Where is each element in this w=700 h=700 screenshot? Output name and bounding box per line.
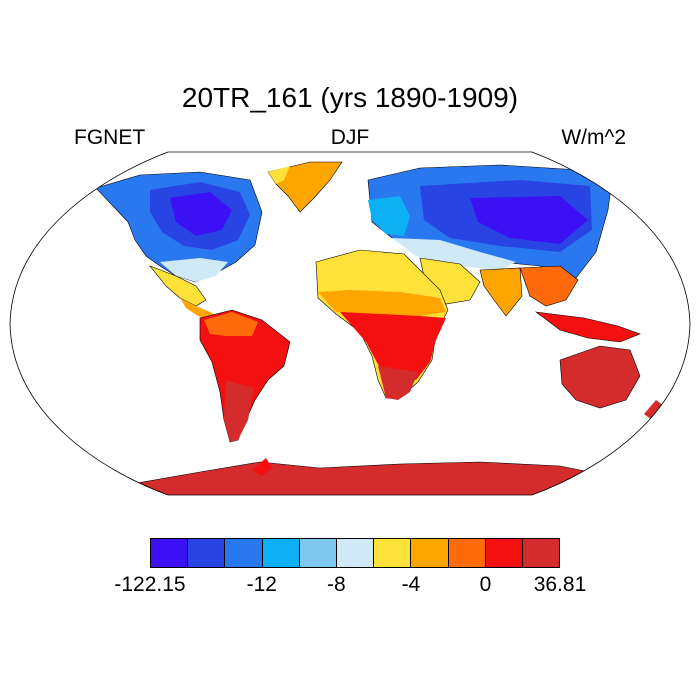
units-label: W/m^2 [561, 126, 626, 149]
antarctic-peninsula [252, 458, 272, 476]
globe-outline [9, 151, 691, 496]
colorbar-label: -122.15 [114, 573, 186, 596]
us-southeast [160, 258, 228, 282]
europe-west [368, 196, 410, 236]
central-africa [340, 312, 446, 380]
greenland-edge [268, 166, 290, 184]
colorbar-label: 36.81 [533, 573, 587, 596]
north-america-coldest [170, 192, 232, 236]
colorbar-label: -12 [246, 573, 277, 596]
colorbar-swatch-7 [411, 539, 449, 567]
south-america-north [204, 312, 258, 336]
plot-title: 20TR_161 (yrs 1890-1909) [181, 82, 519, 113]
antarctica [119, 461, 641, 495]
colorbar-swatch-9 [485, 539, 523, 567]
greenland [267, 161, 343, 213]
mediterranean-band [392, 238, 516, 270]
colorbar-swatch-5 [336, 539, 375, 567]
variable-label: FGNET [74, 126, 146, 149]
colorbar-label: -4 [401, 573, 421, 596]
indonesia [534, 311, 641, 343]
colorbar-swatch-10 [522, 539, 560, 567]
sahel [318, 290, 446, 316]
colorbar-swatch-3 [262, 539, 300, 567]
colorbar-swatch-0 [151, 539, 189, 567]
colorbar-label: -8 [327, 573, 346, 596]
new-zealand [644, 400, 664, 420]
colorbar-swatch-6 [374, 539, 412, 567]
mexico [149, 265, 207, 307]
colorbar [150, 538, 560, 568]
southern-africa [378, 366, 418, 400]
colorbar-swatch-4 [299, 539, 337, 567]
colorbar-swatch-2 [225, 539, 263, 567]
season-label: DJF [330, 126, 370, 149]
colorbar-label: 0 [479, 573, 492, 596]
colorbar-swatch-8 [448, 539, 486, 567]
colorbar-swatch-1 [188, 539, 226, 567]
india [479, 267, 523, 317]
southeast-asia [519, 265, 579, 307]
australia [559, 345, 641, 409]
siberia-coldest [470, 196, 588, 244]
patagonia [224, 380, 254, 442]
